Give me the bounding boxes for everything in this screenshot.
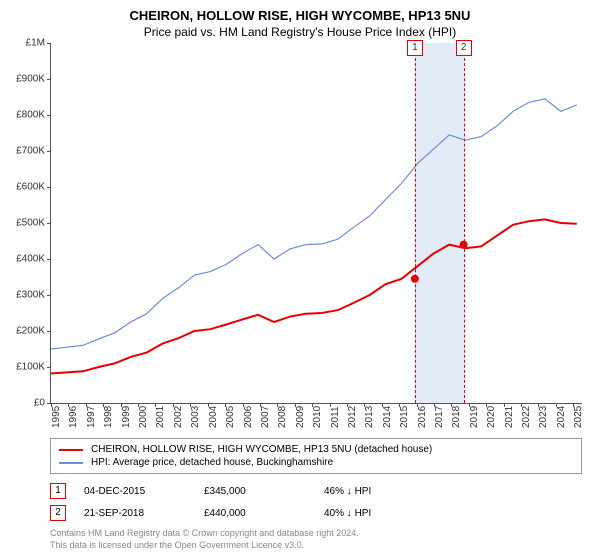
legend-item: HPI: Average price, detached house, Buck… [59,456,573,469]
x-axis-label: 2017 [434,406,445,428]
chart-title: CHEIRON, HOLLOW RISE, HIGH WYCOMBE, HP13… [0,0,600,23]
range-edge [464,43,465,403]
x-axis-label: 2004 [208,406,219,428]
sale-row: 2 21-SEP-2018£440,00040% ↓ HPI [50,502,582,524]
marker-label: 2 [456,40,472,56]
y-axis-label: £500K [5,218,45,229]
marker-label: 1 [407,40,423,56]
x-axis-label: 2012 [347,406,358,428]
legend: CHEIRON, HOLLOW RISE, HIGH WYCOMBE, HP13… [50,438,582,474]
x-axis-label: 1997 [86,406,97,428]
sale-price: £440,000 [204,508,324,519]
x-axis-label: 2024 [556,406,567,428]
sale-date: 21-SEP-2018 [84,508,204,519]
x-axis-label: 2020 [486,406,497,428]
x-axis-label: 1999 [121,406,132,428]
x-axis-label: 2006 [243,406,254,428]
y-axis-label: £600K [5,182,45,193]
y-axis-label: £700K [5,146,45,157]
x-axis-label: 2003 [190,406,201,428]
chart-plot-area: £0£100K£200K£300K£400K£500K£600K£700K£80… [50,43,582,404]
x-axis-label: 1998 [103,406,114,428]
x-axis-label: 1996 [68,406,79,428]
legend-label: HPI: Average price, detached house, Buck… [91,457,333,468]
sale-price: £345,000 [204,486,324,497]
footer-attribution: Contains HM Land Registry data © Crown c… [50,528,582,551]
range-edge [415,43,416,403]
y-axis-label: £1M [5,38,45,49]
x-axis-label: 2000 [138,406,149,428]
x-axis-label: 2021 [504,406,515,428]
x-axis-label: 2019 [469,406,480,428]
x-axis-label: 2009 [295,406,306,428]
y-axis-label: £400K [5,254,45,265]
y-axis-label: £100K [5,362,45,373]
legend-label: CHEIRON, HOLLOW RISE, HIGH WYCOMBE, HP13… [91,444,432,455]
footer-line: This data is licensed under the Open Gov… [50,540,582,552]
sale-row: 1 04-DEC-2015£345,00046% ↓ HPI [50,480,582,502]
y-axis-label: £0 [5,398,45,409]
legend-swatch [59,462,83,464]
x-axis-label: 2010 [312,406,323,428]
x-axis-label: 2013 [364,406,375,428]
chart-container: CHEIRON, HOLLOW RISE, HIGH WYCOMBE, HP13… [0,0,600,560]
data-table: 1 04-DEC-2015£345,00046% ↓ HPI 2 21-SEP-201… [50,480,582,524]
sale-marker: 1 [50,483,66,499]
y-axis-label: £200K [5,326,45,337]
x-axis-label: 2023 [538,406,549,428]
y-axis-label: £300K [5,290,45,301]
x-axis-label: 2018 [451,406,462,428]
series-line-property [51,219,577,373]
x-axis-label: 2002 [173,406,184,428]
chart-svg [51,43,582,403]
sale-delta: 40% ↓ HPI [324,508,444,519]
series-line-hpi [51,99,577,349]
footer-line: Contains HM Land Registry data © Crown c… [50,528,582,540]
x-axis-label: 2011 [330,406,341,428]
x-axis-label: 2016 [417,406,428,428]
x-axis-label: 2025 [573,406,584,428]
x-axis-label: 2001 [155,406,166,428]
sale-marker: 2 [50,505,66,521]
x-axis-label: 2007 [260,406,271,428]
x-axis-label: 2014 [382,406,393,428]
x-axis-label: 2022 [521,406,532,428]
legend-swatch [59,449,83,451]
x-axis-label: 2015 [399,406,410,428]
y-axis-label: £800K [5,110,45,121]
y-axis-label: £900K [5,74,45,85]
x-axis-label: 2008 [277,406,288,428]
x-axis-label: 1995 [51,406,62,428]
legend-item: CHEIRON, HOLLOW RISE, HIGH WYCOMBE, HP13… [59,443,573,456]
x-axis-label: 2005 [225,406,236,428]
sale-delta: 46% ↓ HPI [324,486,444,497]
chart-subtitle: Price paid vs. HM Land Registry's House … [0,23,600,43]
sale-date: 04-DEC-2015 [84,486,204,497]
